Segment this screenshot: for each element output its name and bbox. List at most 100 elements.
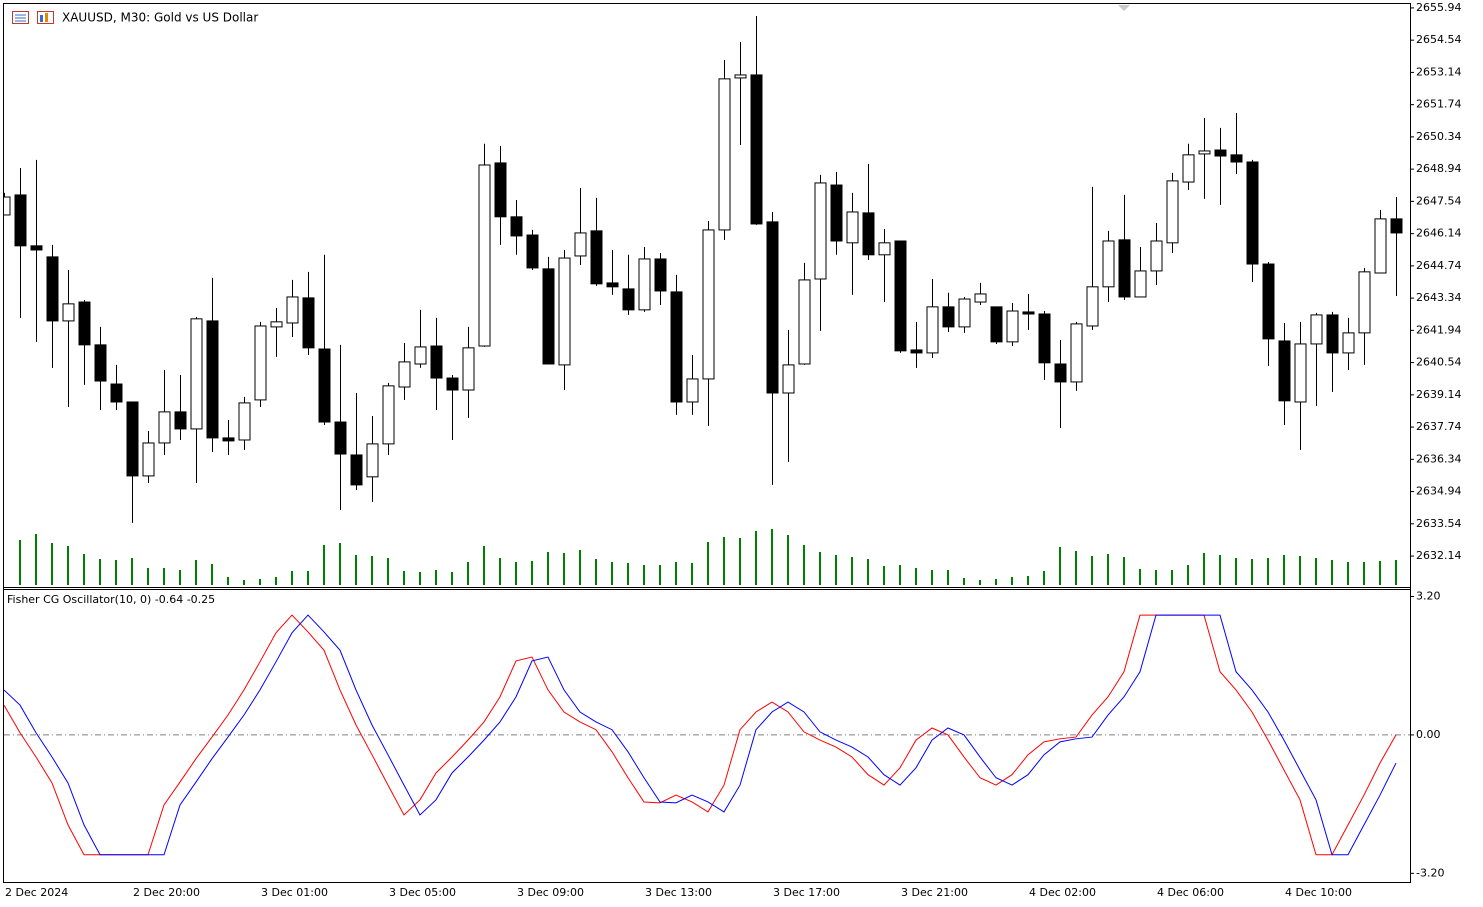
y-tick-label: 0.00 [1416, 728, 1441, 741]
candle-body [702, 229, 715, 380]
candle-body [718, 78, 731, 231]
candle-body [654, 258, 667, 292]
candle-body [638, 258, 651, 311]
candle-body [1022, 311, 1035, 315]
candle-body [78, 301, 91, 346]
candle-body [670, 291, 683, 403]
axes: 2655.94 2654.54 2653.14 2651.74 2650.34 2648.… [5, 1, 1462, 899]
candle-body [4, 196, 11, 216]
candle-body [894, 240, 907, 352]
candle-body [782, 364, 795, 394]
candle-body [846, 211, 859, 244]
icon-bar [40, 15, 43, 22]
x-tick-label: 3 Dec 05:00 [389, 886, 456, 899]
candle-body [1166, 180, 1179, 244]
candle-body [1358, 271, 1371, 334]
candle-body [526, 234, 539, 269]
y-tick-label: 2632.14 [1416, 549, 1462, 562]
candle-body [254, 325, 267, 401]
y-tick-label: 2655.94 [1416, 1, 1462, 14]
candle-body [958, 298, 971, 328]
candle-body [366, 443, 379, 478]
x-tick-label: 2 Dec 20:00 [133, 886, 200, 899]
candle-body [270, 321, 283, 328]
candle-body [814, 182, 827, 280]
candle-body [1086, 286, 1099, 327]
chart-title: XAUUSD, M30: Gold vs US Dollar [62, 11, 258, 25]
candle-body [1326, 314, 1339, 354]
y-tick-label: 2640.54 [1416, 356, 1462, 369]
candle-body [14, 194, 27, 247]
indicator-line [4, 614, 1397, 856]
y-tick-label: 2651.74 [1416, 98, 1462, 111]
candle-body [398, 361, 411, 388]
y-tick-label: 2633.54 [1416, 517, 1462, 530]
candle-body [766, 221, 779, 394]
y-tick-label: 2634.94 [1416, 485, 1462, 498]
y-tick-label: 2646.14 [1416, 227, 1462, 240]
x-tick-label: 4 Dec 06:00 [1157, 886, 1224, 899]
candle-body [478, 164, 491, 347]
candle-body [414, 346, 427, 365]
y-tick-label: 2639.14 [1416, 388, 1462, 401]
chart-frame [3, 3, 1411, 883]
candle-body [430, 345, 443, 379]
candle-body [1310, 314, 1323, 345]
candle-body [926, 306, 939, 354]
y-tick-label: 2641.94 [1416, 323, 1462, 336]
candle-body [734, 74, 747, 79]
candle-body [1278, 340, 1291, 402]
indicator-title: Fisher CG Oscillator(10, 0) -0.64 -0.25 [7, 593, 215, 606]
x-tick-label: 4 Dec 10:00 [1285, 886, 1352, 899]
candle-body [910, 349, 923, 354]
oscillator-pane [4, 614, 1410, 856]
candle-body [590, 230, 603, 285]
y-tick-label: 2648.94 [1416, 162, 1462, 175]
candle-body [990, 306, 1003, 343]
shift-marker[interactable] [1118, 5, 1130, 11]
candle-body [1006, 310, 1019, 343]
y-tick-label: -3.20 [1416, 866, 1444, 879]
x-tick-label: 4 Dec 02:00 [1029, 886, 1096, 899]
candle-body [350, 454, 363, 486]
candle-body [206, 320, 219, 439]
candle-body [1134, 270, 1147, 298]
candle-body [1054, 363, 1067, 383]
candle-body [318, 348, 331, 423]
candle-body [622, 288, 635, 311]
header-icons [12, 11, 54, 24]
candle-body [142, 442, 155, 477]
candle-body [1294, 343, 1307, 403]
candle-body [1102, 240, 1115, 288]
price-pane [4, 15, 1403, 585]
candle-body [1262, 263, 1275, 340]
candle-body [494, 162, 507, 218]
candle-body [606, 282, 619, 288]
candle-body [302, 297, 315, 349]
candle-body [46, 256, 59, 322]
candle-body [1198, 150, 1211, 155]
candle-body [174, 411, 187, 430]
candle-body [1118, 239, 1131, 298]
candle-body [1070, 323, 1083, 383]
x-tick-label: 3 Dec 09:00 [517, 886, 584, 899]
candle-body [574, 232, 587, 257]
candle-body [158, 411, 171, 444]
x-tick-label: 3 Dec 01:00 [261, 886, 328, 899]
candle-body [1150, 240, 1163, 272]
x-tick-label: 3 Dec 13:00 [645, 886, 712, 899]
candle-body [462, 347, 475, 391]
candle-body [510, 216, 523, 237]
candle-body [1374, 218, 1387, 274]
candle-body [862, 212, 875, 256]
candle-body [238, 402, 251, 441]
candle-body [286, 296, 299, 324]
y-tick-label: 2647.54 [1416, 194, 1462, 207]
candle-body [94, 344, 107, 382]
candle-body [30, 245, 43, 251]
candle-body [334, 421, 347, 455]
x-tick-label: 3 Dec 17:00 [773, 886, 840, 899]
candle-body [1342, 332, 1355, 354]
